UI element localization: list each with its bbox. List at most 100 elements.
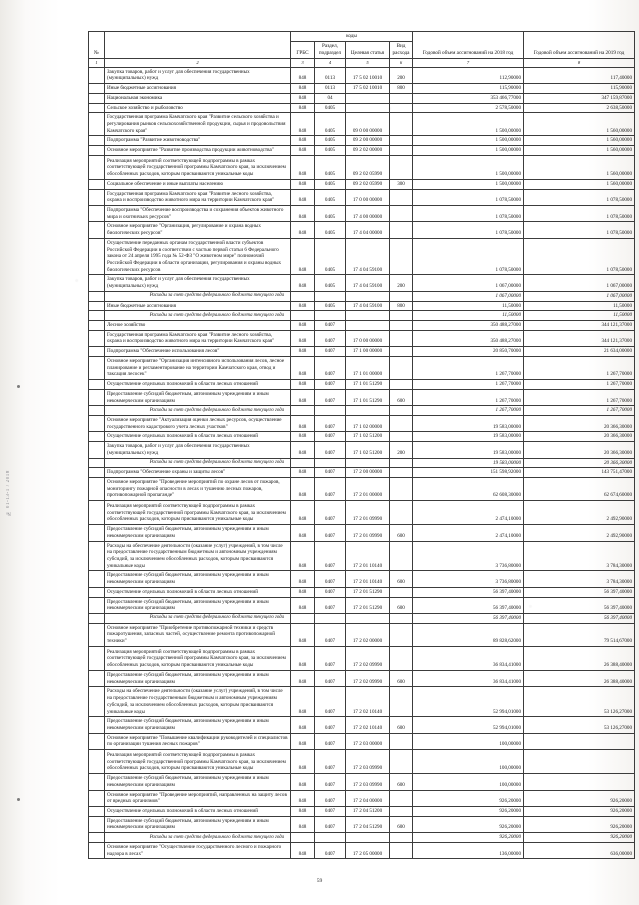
table-row: Предоставление субсидий бюджетным, автон… xyxy=(88,570,636,588)
row-name-cell: Основное мероприятие "Организация, регул… xyxy=(104,221,291,239)
row-name-cell: Расходы за счет средств федерального бюд… xyxy=(104,457,291,469)
row-razdel-cell: 0407 xyxy=(314,524,346,542)
row-amount-2018-cell: 56 397,40000 xyxy=(412,613,525,624)
row-article-cell: 17 5 02 10010 xyxy=(345,83,390,94)
row-amount-2019-cell: 1 267,70000 xyxy=(523,379,636,390)
table-row: Осуществление отдельных полномочий в обл… xyxy=(88,379,636,390)
row-article-cell xyxy=(345,457,390,469)
table-row: Сельское хозяйство и рыболовство 848 0405 2… xyxy=(88,102,636,114)
table-row: Закупка товаров, работ и услуг для обесп… xyxy=(88,441,636,459)
table-row: Основное мероприятие "Проведение меропри… xyxy=(88,789,636,807)
table-row: Предоставление субсидий бюджетным, автон… xyxy=(88,388,636,407)
row-vid-cell xyxy=(388,431,414,443)
table-row: Подпрограмма "Развитие животноводства" 84… xyxy=(88,135,636,147)
row-article-cell: 17 4 04 59100 xyxy=(345,274,390,292)
row-name-cell: Расходы за счет средств федерального бюд… xyxy=(104,832,291,843)
row-grbs-cell: 848 xyxy=(290,476,315,502)
row-amount-2019-cell: 1 078,50000 xyxy=(523,237,636,276)
row-number-cell xyxy=(88,467,105,478)
row-amount-2019-cell: 1 267,70000 xyxy=(523,405,636,416)
table-row: Основное мероприятие "Осуществление госу… xyxy=(88,841,636,860)
row-name-cell: Государственная программа Камчатского кр… xyxy=(104,329,291,348)
row-number-cell xyxy=(88,145,105,156)
row-number-cell xyxy=(88,716,105,734)
table-row: Государственная программа Камчатского кр… xyxy=(88,188,636,206)
row-grbs-cell: 848 xyxy=(290,379,315,390)
row-number-cell xyxy=(88,274,105,292)
row-amount-2019-cell: 56 397,40000 xyxy=(523,596,636,615)
row-vid-cell xyxy=(388,586,414,598)
row-amount-2019-cell: 1 067,00000 xyxy=(523,274,636,292)
row-vid-cell xyxy=(388,188,414,206)
row-article-cell: 17 1 01 00000 xyxy=(345,355,390,381)
row-vid-cell: 200 xyxy=(388,441,414,459)
row-grbs-cell: 848 xyxy=(290,732,315,751)
row-article-cell: 17 2 01 10140 xyxy=(345,540,390,572)
table-row: Расходы за счет средств федерального бюд… xyxy=(88,457,636,469)
margin-stamp: № 01-13-1 / 2018 xyxy=(6,470,11,516)
row-article-cell: 17 2 02 00000 xyxy=(345,622,390,647)
row-amount-2018-cell: 2 474,10000 xyxy=(412,524,525,542)
row-amount-2019-cell: 56 397,40000 xyxy=(523,586,636,598)
row-name-cell: Подпрограмма "Развитие животноводства" xyxy=(104,135,291,147)
row-article-cell: 17 2 03 09990 xyxy=(345,773,390,791)
row-article-cell: 17 1 02 00000 xyxy=(345,414,390,433)
row-vid-cell xyxy=(388,154,414,180)
row-grbs-cell: 848 xyxy=(290,274,315,292)
row-amount-2018-cell: 2 578,50000 xyxy=(412,102,525,114)
row-number-cell xyxy=(88,457,105,469)
row-grbs-cell: 848 xyxy=(290,102,315,114)
row-amount-2018-cell: 100,00000 xyxy=(412,773,525,791)
row-number-cell xyxy=(88,112,105,137)
row-grbs-cell: 848 xyxy=(290,329,315,348)
row-grbs-cell xyxy=(290,457,315,469)
row-article-cell: 17 2 03 00000 xyxy=(345,732,390,751)
row-amount-2018-cell: 1 078,50000 xyxy=(412,204,525,223)
table-row: Расходы на обеспечение деятельности (ока… xyxy=(88,540,636,572)
row-number-cell xyxy=(88,320,105,331)
row-name-cell: Предоставление субсидий бюджетным, автон… xyxy=(104,570,291,588)
row-article-cell xyxy=(345,102,390,114)
table-row: Иные бюджетные ассигнования 848 0405 17 4 0… xyxy=(88,300,636,312)
row-amount-2018-cell: 353 466,77000 xyxy=(412,92,525,104)
row-vid-cell xyxy=(388,135,414,147)
row-name-cell: Подпрограмма "Обеспечение охраны и защит… xyxy=(104,467,291,478)
row-article-cell: 17 2 00 00000 xyxy=(345,467,390,478)
row-amount-2018-cell: 11,50000 xyxy=(412,310,525,322)
row-vid-cell: 600 xyxy=(388,388,414,407)
row-vid-cell: 600 xyxy=(388,524,414,542)
row-number-cell xyxy=(88,540,105,572)
row-vid-cell: 600 xyxy=(388,570,414,588)
row-amount-2018-cell: 1 267,70000 xyxy=(412,405,525,416)
row-razdel-cell: 0407 xyxy=(314,622,346,647)
header-codes-group: коды xyxy=(289,31,414,42)
row-number-cell xyxy=(88,329,105,348)
row-razdel-cell: 0407 xyxy=(314,500,346,526)
row-article-cell: 17 2 01 51290 xyxy=(345,596,390,615)
row-article-cell: 17 1 00 00000 xyxy=(345,346,390,357)
row-amount-2018-cell: 36 834,41000 xyxy=(412,645,525,671)
table-row: Закупка товаров, работ и услуг для обесп… xyxy=(88,66,636,85)
header-num: № xyxy=(88,31,105,59)
row-razdel-cell: 0407 xyxy=(314,476,346,502)
row-name-cell: Осуществление отдельных полномочий в обл… xyxy=(104,379,291,390)
row-article-cell: 17 1 02 51200 xyxy=(345,431,390,443)
row-number-cell xyxy=(88,622,105,647)
header-grbs: ГРБС xyxy=(290,40,315,59)
table-row: Осуществление отдельных полномочий в обл… xyxy=(88,586,636,598)
row-name-cell: Основное мероприятие "Осуществление госу… xyxy=(104,841,291,860)
row-name-cell: Закупка товаров, работ и услуг для обесп… xyxy=(104,441,291,459)
row-razdel-cell: 0407 xyxy=(314,841,346,860)
row-article-cell: 09 2 02 00000 xyxy=(345,145,390,156)
row-amount-2018-cell: 1 078,50000 xyxy=(412,237,525,276)
table-row: Расходы на обеспечение деятельности (ока… xyxy=(88,686,636,718)
row-grbs-cell: 848 xyxy=(290,686,315,718)
row-article-cell: 17 1 01 51290 xyxy=(345,388,390,407)
row-amount-2019-cell: 56 397,40000 xyxy=(523,613,636,624)
row-amount-2019-cell: 20 366,30000 xyxy=(523,441,636,459)
row-razdel-cell: 0407 xyxy=(314,773,346,791)
row-number-cell xyxy=(88,414,105,433)
table-row: Расходы за счет средств федерального бюд… xyxy=(88,405,636,416)
margin-dot-lower xyxy=(17,798,20,801)
header-row-titles: № коды Годовой объем ассигнований на 201… xyxy=(88,31,636,59)
